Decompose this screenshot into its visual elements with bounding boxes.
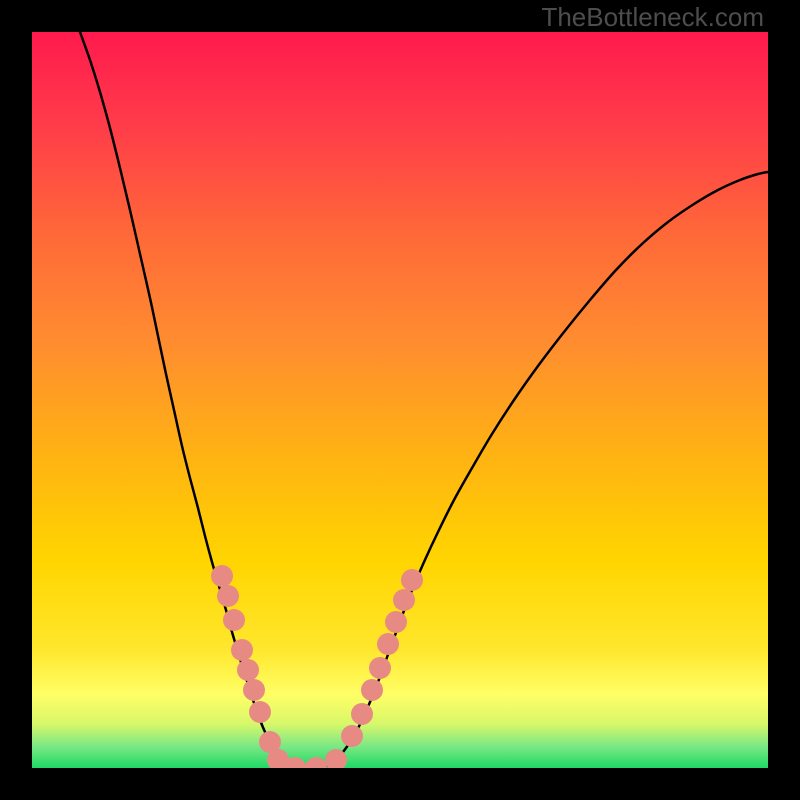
gradient-background	[32, 32, 768, 768]
watermark-text: TheBottleneck.com	[541, 2, 764, 33]
chart-frame: TheBottleneck.com	[0, 0, 800, 800]
